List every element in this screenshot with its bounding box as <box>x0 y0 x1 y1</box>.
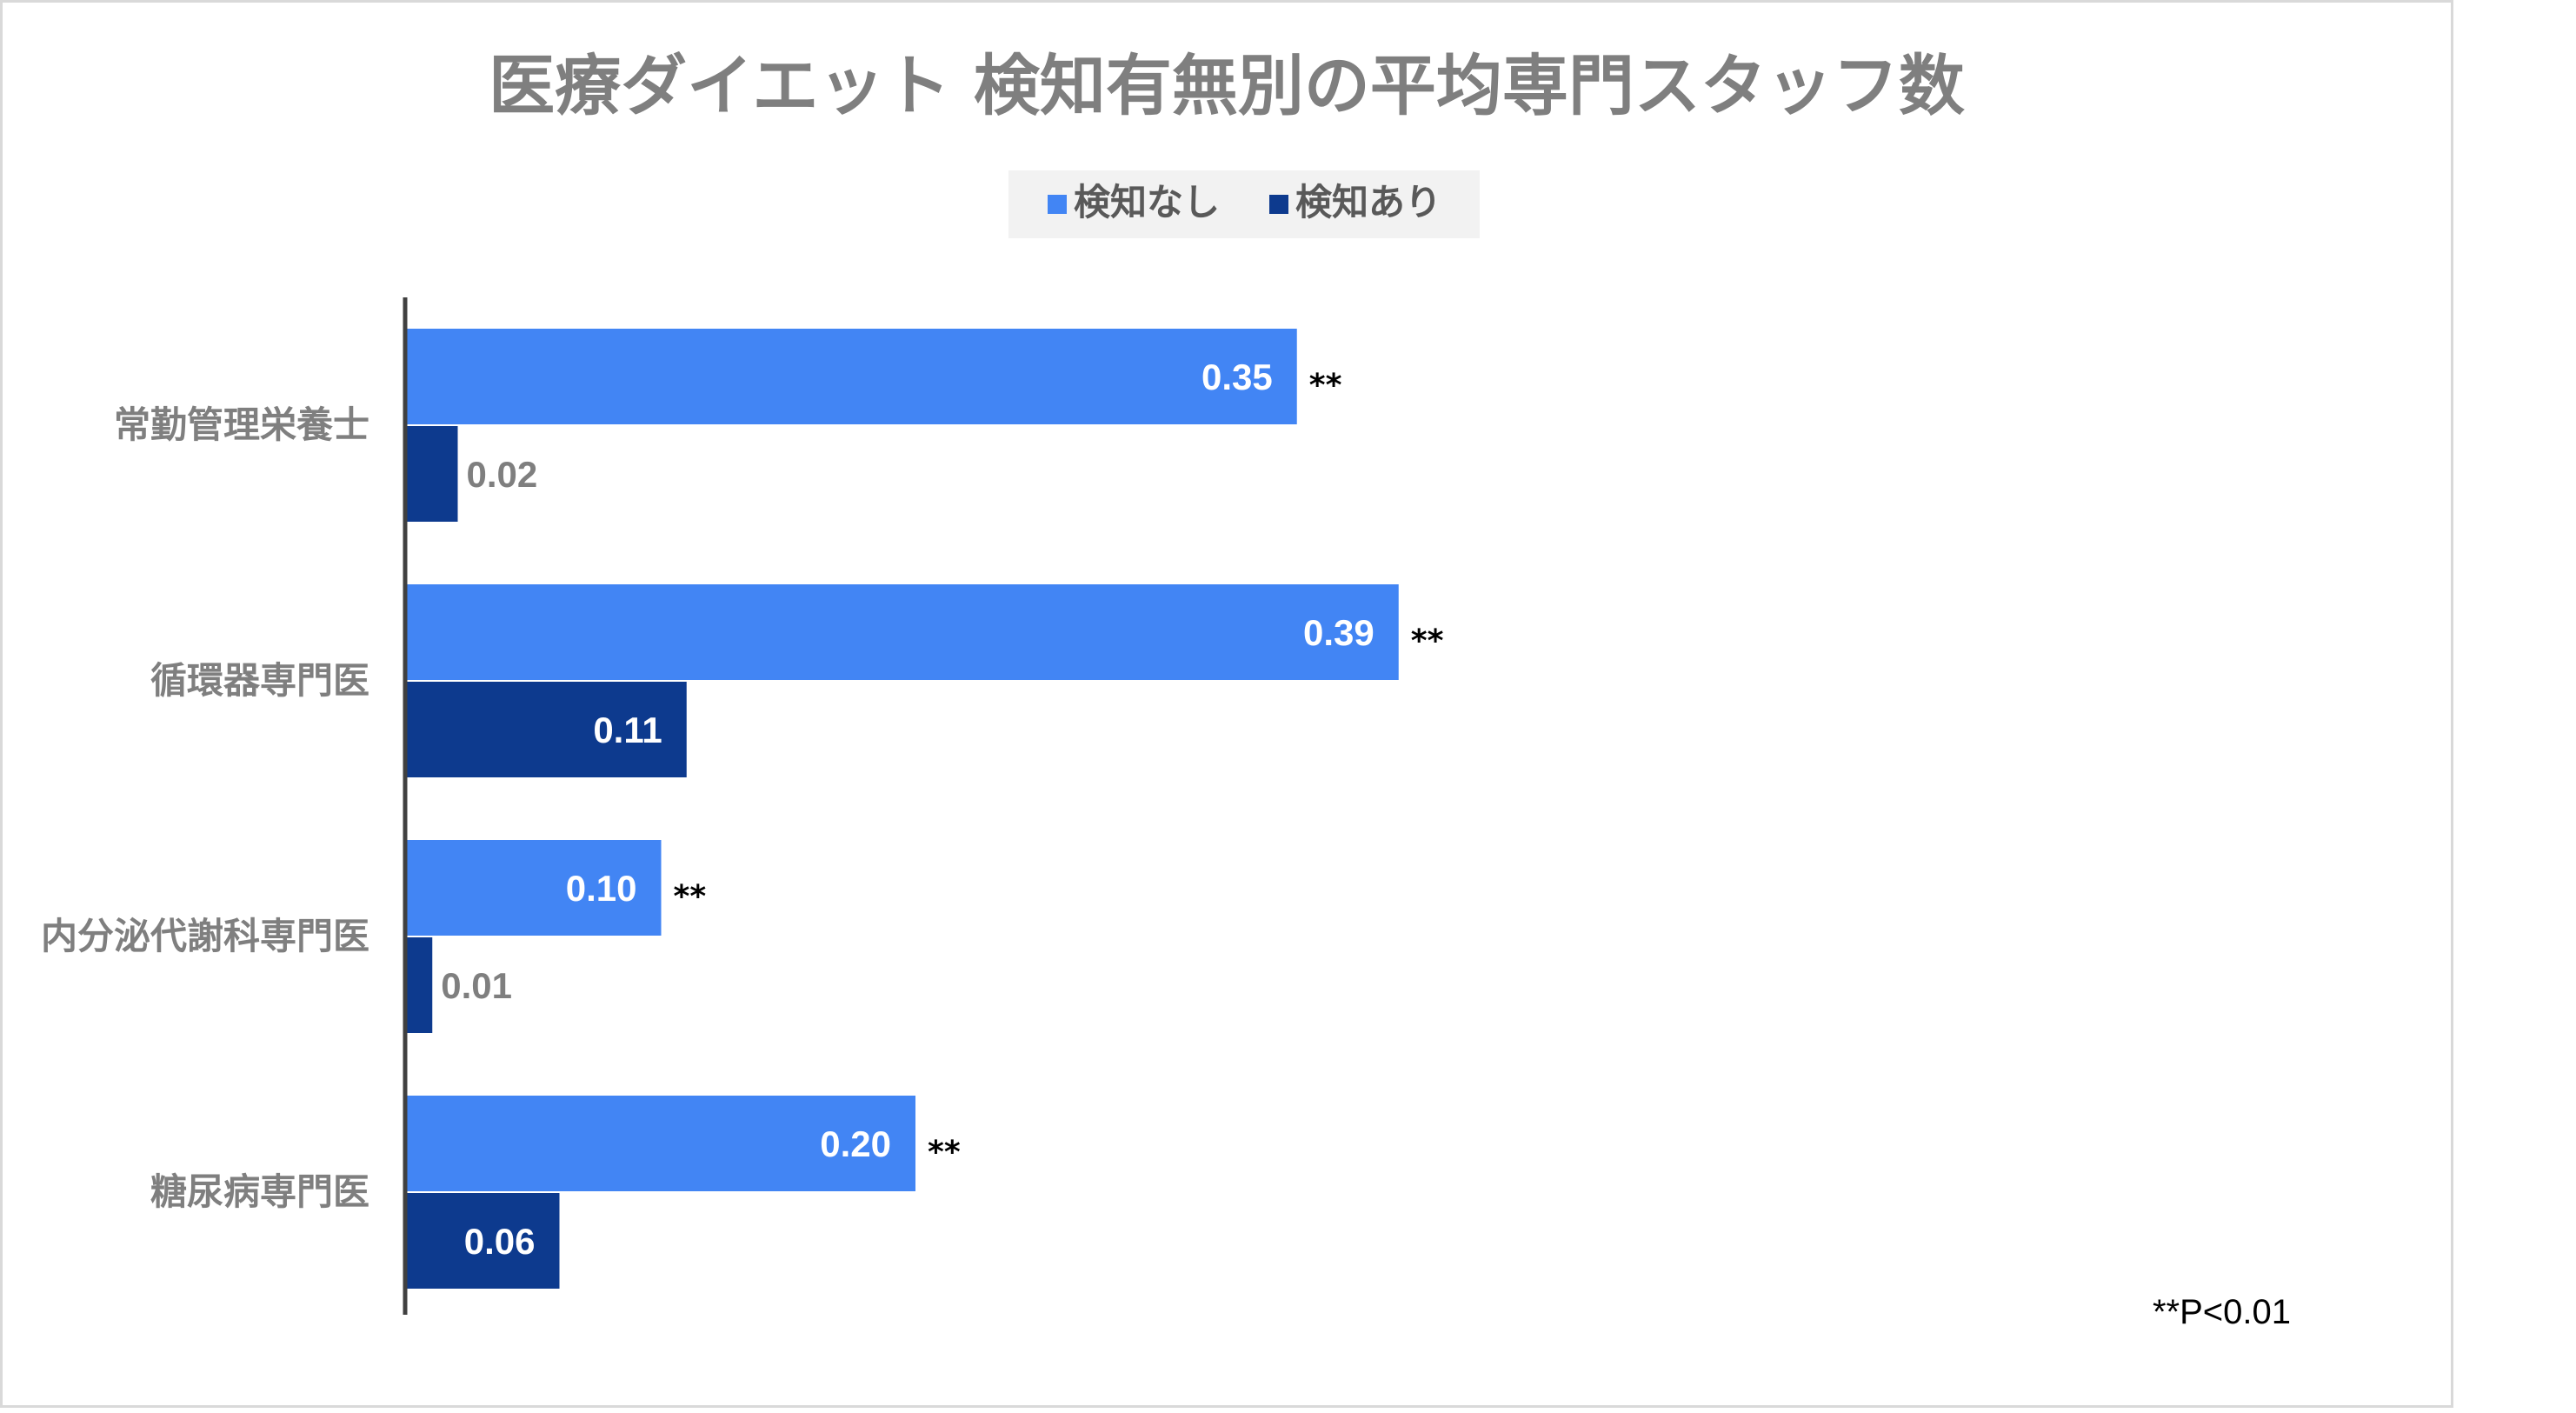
significance-marker: ** <box>674 879 707 915</box>
data-label: 0.39 <box>1303 612 1375 653</box>
data-label: 0.10 <box>566 868 637 909</box>
bar-no-detection <box>407 584 1399 680</box>
significance-marker: ** <box>1309 368 1342 403</box>
category-label: 循環器専門医 <box>150 659 369 702</box>
bar-detected <box>407 682 687 777</box>
data-label: 0.35 <box>1201 357 1273 397</box>
significance-markers: ** ** ** ** <box>674 368 1444 1170</box>
data-label: 0.02 <box>467 454 538 495</box>
legend-label-no-detection: 検知なし <box>1074 181 1220 223</box>
category-label: 糖尿病専門医 <box>150 1170 369 1213</box>
bar-no-detection <box>407 840 662 936</box>
data-label: 0.11 <box>593 710 662 750</box>
bar-detected <box>407 937 433 1033</box>
bars <box>407 329 1399 1289</box>
legend-swatch-no-detection <box>1048 195 1067 214</box>
legend-background <box>1008 170 1480 238</box>
chart-title: 医療ダイエット 検知有無別の平均専門スタッフ数 <box>489 47 1965 124</box>
legend-label-detected: 検知あり <box>1295 181 1441 223</box>
category-label: 常勤管理栄養士 <box>114 403 369 446</box>
significance-marker: ** <box>928 1135 961 1170</box>
bar-no-detection <box>407 1096 915 1191</box>
bar-no-detection <box>407 329 1297 424</box>
legend-swatch-detected <box>1269 195 1288 214</box>
legend: 検知なし 検知あり <box>1008 170 1480 238</box>
footnote: **P<0.01 <box>2153 1293 2291 1331</box>
significance-marker: ** <box>1411 623 1444 659</box>
data-label: 0.06 <box>464 1221 536 1262</box>
category-label: 内分泌代謝科専門医 <box>41 915 369 957</box>
category-labels: 常勤管理栄養士 循環器専門医 内分泌代謝科専門医 糖尿病専門医 <box>41 403 369 1213</box>
data-label: 0.01 <box>441 965 512 1006</box>
data-labels: 0.35 0.02 0.39 0.11 0.10 0.01 0.20 0.06 <box>441 357 1375 1262</box>
bar-detected <box>407 426 458 522</box>
data-label: 0.20 <box>820 1123 891 1164</box>
bar-detected <box>407 1193 560 1289</box>
